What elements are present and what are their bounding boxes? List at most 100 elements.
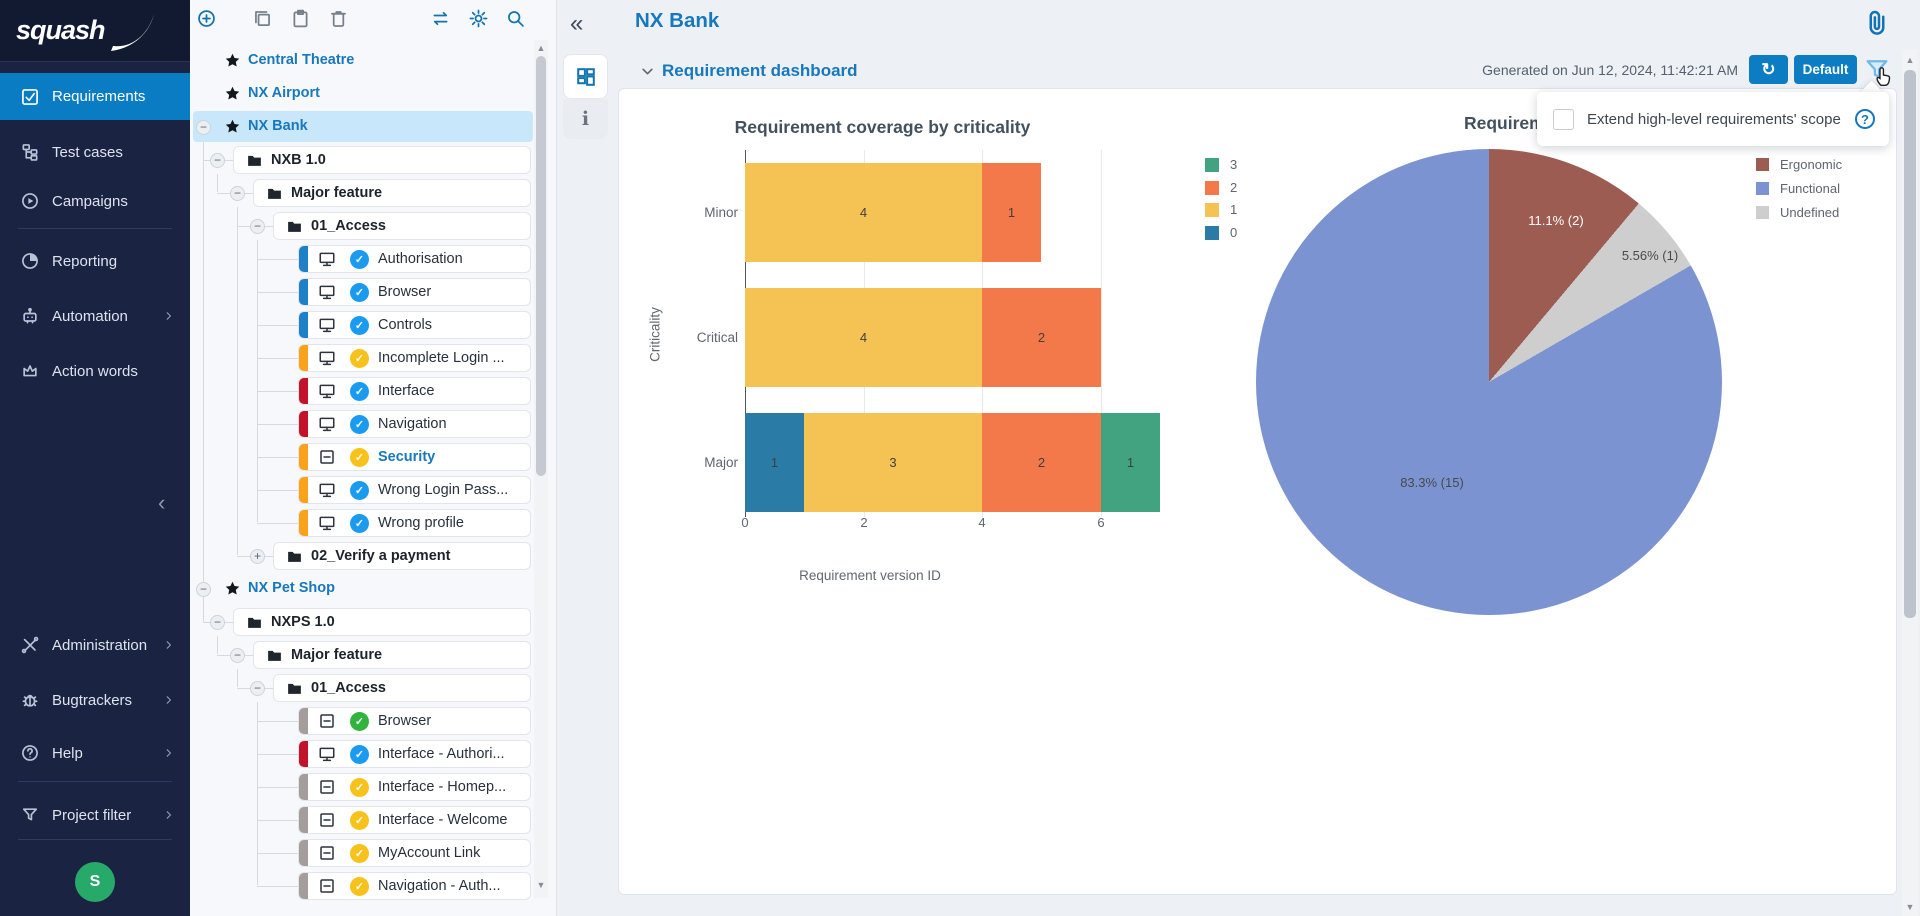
tree-scrollbar-down-arrow[interactable]: ▼ [536,880,546,890]
tree-item-interface[interactable]: ✓ Interface [298,377,531,405]
legend-chip-3[interactable] [1205,158,1219,172]
sidebar-item-help[interactable]: Help [0,733,190,773]
tree-toggle-minus[interactable]: − [210,615,225,630]
tree-scrollbar-up-arrow[interactable]: ▲ [536,43,546,53]
status-blue-check-icon: ✓ [350,316,369,335]
attachments-paperclip-icon[interactable] [1862,8,1892,38]
app-logo[interactable]: squash [0,0,190,62]
tree-item-major-feature[interactable]: Major feature [253,641,531,669]
tree-toggle-minus[interactable]: − [250,219,265,234]
main-scrollbar-down-arrow[interactable]: ▼ [1905,902,1915,912]
tree-toggle-plus[interactable]: + [250,549,265,564]
monitor-icon [318,316,336,334]
sidebar-item-test-cases[interactable]: Test cases [0,132,190,172]
tree-item-browser[interactable]: ✓ Browser [298,707,531,735]
tree-connector-line [257,325,298,326]
chevron-right-icon [162,309,176,323]
tree-item-navigation-auth[interactable]: ✓ Navigation - Auth... [298,872,531,900]
tree-item-label: Authorisation [378,251,463,267]
tree-item-interface-welcome[interactable]: ✓ Interface - Welcome [298,806,531,834]
tree-item-security[interactable]: ✓ Security [298,443,531,471]
tree-scrollbar-thumb[interactable] [536,56,546,476]
legend-chip-2[interactable] [1205,181,1219,195]
sidebar-collapse-button[interactable]: ‹ [158,490,166,515]
tree-item-interface-homep[interactable]: ✓ Interface - Homep... [298,773,531,801]
tree-item-nxps-1-0[interactable]: NXPS 1.0 [233,608,531,636]
tree-item-browser[interactable]: ✓ Browser [298,278,531,306]
avatar[interactable]: S [75,862,115,902]
gridline [1101,150,1102,517]
main-scrollbar-up-arrow[interactable]: ▲ [1905,55,1915,65]
tree-item-navigation[interactable]: ✓ Navigation [298,410,531,438]
section-title[interactable]: Requirement dashboard [662,61,858,80]
chevron-down-icon[interactable] [640,64,655,79]
folder-icon [266,185,283,202]
legend-label-functional[interactable]: Functional [1780,181,1840,196]
legend-label-1[interactable]: 1 [1230,202,1238,217]
legend-label-3[interactable]: 3 [1230,157,1238,172]
clipboard-icon[interactable] [290,8,311,29]
chevron-right-icon [162,693,176,707]
refresh-button[interactable]: ↻ [1749,55,1788,84]
sidebar-item-project-filter[interactable]: Project filter [0,795,190,835]
sidebar-item-requirements[interactable]: Requirements [0,73,190,120]
trash-icon[interactable] [328,8,349,29]
help-icon[interactable]: ? [1855,109,1875,129]
search-icon[interactable] [505,8,526,29]
sidebar-item-action-words[interactable]: Action words [0,351,190,391]
requirement-gray-strip [299,708,308,734]
legend-chip-1[interactable] [1205,203,1219,217]
legend-label-ergonomic[interactable]: Ergonomic [1780,157,1843,172]
tree-item-incomplete-login[interactable]: ✓ Incomplete Login ... [298,344,531,372]
legend-chip-0[interactable] [1205,226,1219,240]
tree-item-01-access[interactable]: 01_Access [273,674,531,702]
tab-information[interactable]: i [563,99,608,139]
tree-toggle-minus[interactable]: − [250,681,265,696]
legend-label-undefined[interactable]: Undefined [1780,205,1840,220]
sidebar-item-campaigns[interactable]: Campaigns [0,181,190,221]
bar-segment-major-3: 1 [1101,413,1160,512]
tree-item-myaccount-link[interactable]: ✓ MyAccount Link [298,839,531,867]
legend-chip-functional[interactable] [1756,182,1769,195]
tree-item-wrong-login-pass[interactable]: ✓ Wrong Login Pass... [298,476,531,504]
tree-item-nx-pet-shop[interactable]: NX Pet Shop [248,580,336,596]
tab-dashboard[interactable] [563,54,608,99]
sidebar-item-administration[interactable]: Administration [0,625,190,665]
tree-item-nxb-1-0[interactable]: NXB 1.0 [233,146,531,174]
folder-icon [286,680,303,697]
tree-connector-line [257,490,298,491]
extend-scope-checkbox[interactable] [1553,108,1574,130]
tree-item-nx-bank[interactable]: NX Bank [248,118,308,134]
swap-arrows-icon[interactable] [430,8,451,29]
tree-item-nx-airport[interactable]: NX Airport [248,85,320,101]
folder-icon [246,152,263,169]
sidebar-item-automation[interactable]: Automation [0,296,190,336]
tree-item-controls[interactable]: ✓ Controls [298,311,531,339]
tree-toggle-minus[interactable]: − [196,120,211,135]
collapse-tree-button[interactable]: « [570,10,584,37]
main-scrollbar-thumb[interactable] [1904,70,1916,618]
tree-item-interface-authori[interactable]: ✓ Interface - Authori... [298,740,531,768]
legend-chip-undefined[interactable] [1756,206,1769,219]
tree-toggle-minus[interactable]: − [210,153,225,168]
scope-filter-funnel-icon[interactable] [1862,55,1892,85]
sidebar-item-reporting[interactable]: Reporting [0,241,190,281]
tree-item-authorisation[interactable]: ✓ Authorisation [298,245,531,273]
tree-toggle-minus[interactable]: − [230,186,245,201]
tree-toggle-minus[interactable]: − [230,648,245,663]
tree-item-wrong-profile[interactable]: ✓ Wrong profile [298,509,531,537]
tree-item-central-theatre[interactable]: Central Theatre [248,52,355,68]
legend-label-2[interactable]: 2 [1230,180,1238,195]
tree-toggle-minus[interactable]: − [196,582,211,597]
legend-label-0[interactable]: 0 [1230,225,1238,240]
tree-item-01-access[interactable]: 01_Access [273,212,531,240]
copy-icon[interactable] [252,8,273,29]
legend-chip-ergonomic[interactable] [1756,158,1769,171]
tree-item-major-feature[interactable]: Major feature [253,179,531,207]
gear-icon[interactable] [468,8,489,29]
plus-circle-icon[interactable] [196,8,217,29]
status-blue-check-icon: ✓ [350,415,369,434]
tree-item-02-verify-a-payment[interactable]: 02_Verify a payment [273,542,531,570]
default-button[interactable]: Default [1794,55,1857,84]
sidebar-item-bugtrackers[interactable]: Bugtrackers [0,680,190,720]
